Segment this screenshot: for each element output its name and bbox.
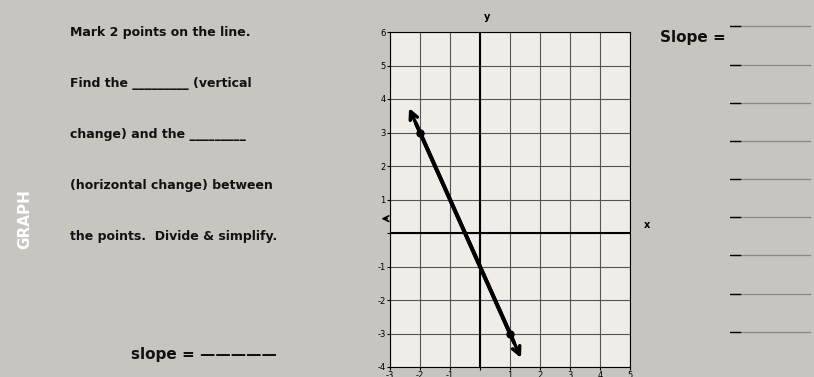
Text: Mark 2 points on the line.: Mark 2 points on the line.	[70, 26, 251, 39]
Text: GRAPH: GRAPH	[17, 189, 33, 248]
Text: Slope =: Slope =	[660, 30, 726, 45]
Text: (horizontal change) between: (horizontal change) between	[70, 179, 273, 192]
Text: Rise:: Rise:	[400, 167, 410, 198]
Text: the points.  Divide & simplify.: the points. Divide & simplify.	[70, 230, 278, 243]
Text: x: x	[644, 220, 650, 230]
Text: slope = —————: slope = —————	[131, 347, 277, 362]
Text: Find the _________ (vertical: Find the _________ (vertical	[70, 77, 252, 90]
Text: change) and the _________: change) and the _________	[70, 128, 246, 141]
Text: y: y	[484, 12, 490, 22]
Text: Run:: Run:	[436, 348, 469, 361]
